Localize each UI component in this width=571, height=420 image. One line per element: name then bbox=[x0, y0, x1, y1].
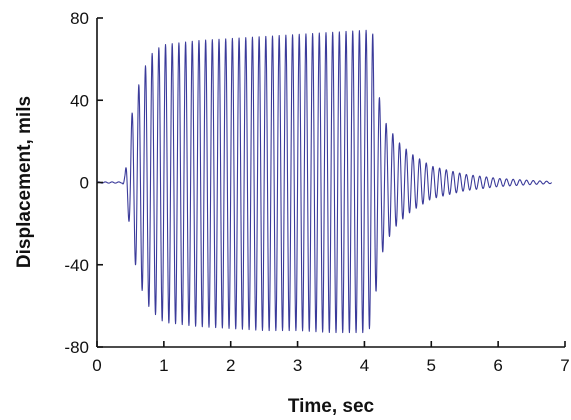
x-tick-label: 7 bbox=[560, 356, 569, 375]
y-tick-label: 80 bbox=[70, 9, 89, 28]
x-tick-label: 1 bbox=[159, 356, 168, 375]
x-tick-label: 4 bbox=[360, 356, 369, 375]
y-tick-label: 0 bbox=[80, 174, 89, 193]
y-tick-label: -40 bbox=[64, 256, 89, 275]
displacement-series-line bbox=[96, 29, 553, 334]
x-tick-label: 2 bbox=[226, 356, 235, 375]
y-axis-title: Displacement, mils bbox=[14, 96, 35, 268]
x-tick-label: 3 bbox=[293, 356, 302, 375]
x-tick-label: 6 bbox=[493, 356, 502, 375]
series-layer bbox=[96, 29, 553, 334]
ticks: 0 1 2 3 4 5 6 7 -80 -40 0 40 80 bbox=[64, 9, 569, 375]
y-tick-label: -80 bbox=[64, 338, 89, 357]
x-tick-label: 0 bbox=[92, 356, 101, 375]
y-tick-label: 40 bbox=[70, 91, 89, 110]
x-axis-title: Time, sec bbox=[288, 396, 375, 417]
x-tick-label: 5 bbox=[427, 356, 436, 375]
